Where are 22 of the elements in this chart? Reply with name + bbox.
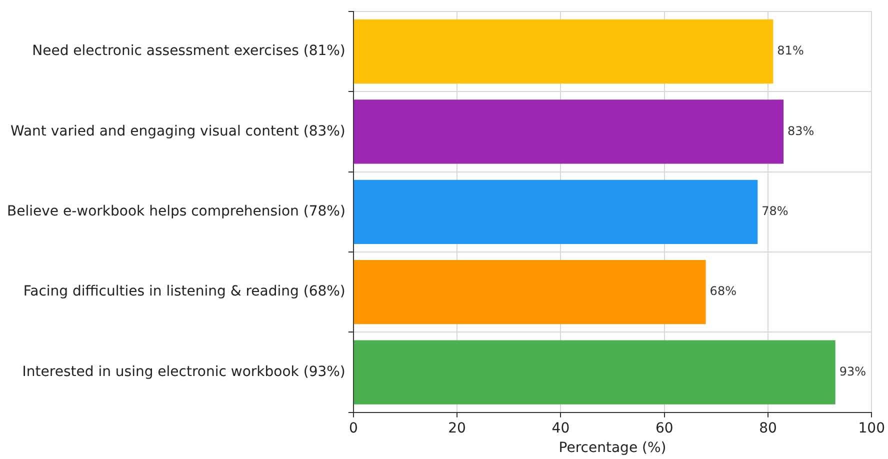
- bar: [354, 180, 758, 244]
- x-axis-title: Percentage (%): [558, 440, 666, 456]
- bar: [354, 340, 836, 404]
- data-label: 81%: [777, 44, 804, 58]
- y-tick-label: Need electronic assessment exercises (81%): [32, 43, 346, 60]
- data-label: 78%: [762, 204, 788, 218]
- bar: [354, 260, 706, 324]
- x-tick-label: 60: [655, 420, 674, 436]
- x-tick-label: 0: [348, 420, 358, 436]
- bar: [354, 19, 774, 84]
- y-tick-label: Believe e-workbook helps comprehension (78%): [7, 204, 346, 220]
- x-tick-label: 40: [552, 420, 570, 436]
- data-label: 93%: [839, 364, 866, 378]
- x-tick-label: 100: [858, 420, 886, 436]
- data-label: 83%: [788, 124, 814, 138]
- x-tick-label: 80: [759, 420, 777, 436]
- data-label: 68%: [710, 284, 736, 298]
- bar: [354, 100, 784, 164]
- y-tick-label: Facing difficulties in listening & reading (68%): [23, 284, 346, 300]
- y-tick-label: Interested in using electronic workbook (93%): [22, 364, 346, 380]
- x-tick-label: 20: [448, 420, 466, 436]
- y-tick-label: Want varied and engaging visual content (83%): [10, 123, 346, 140]
